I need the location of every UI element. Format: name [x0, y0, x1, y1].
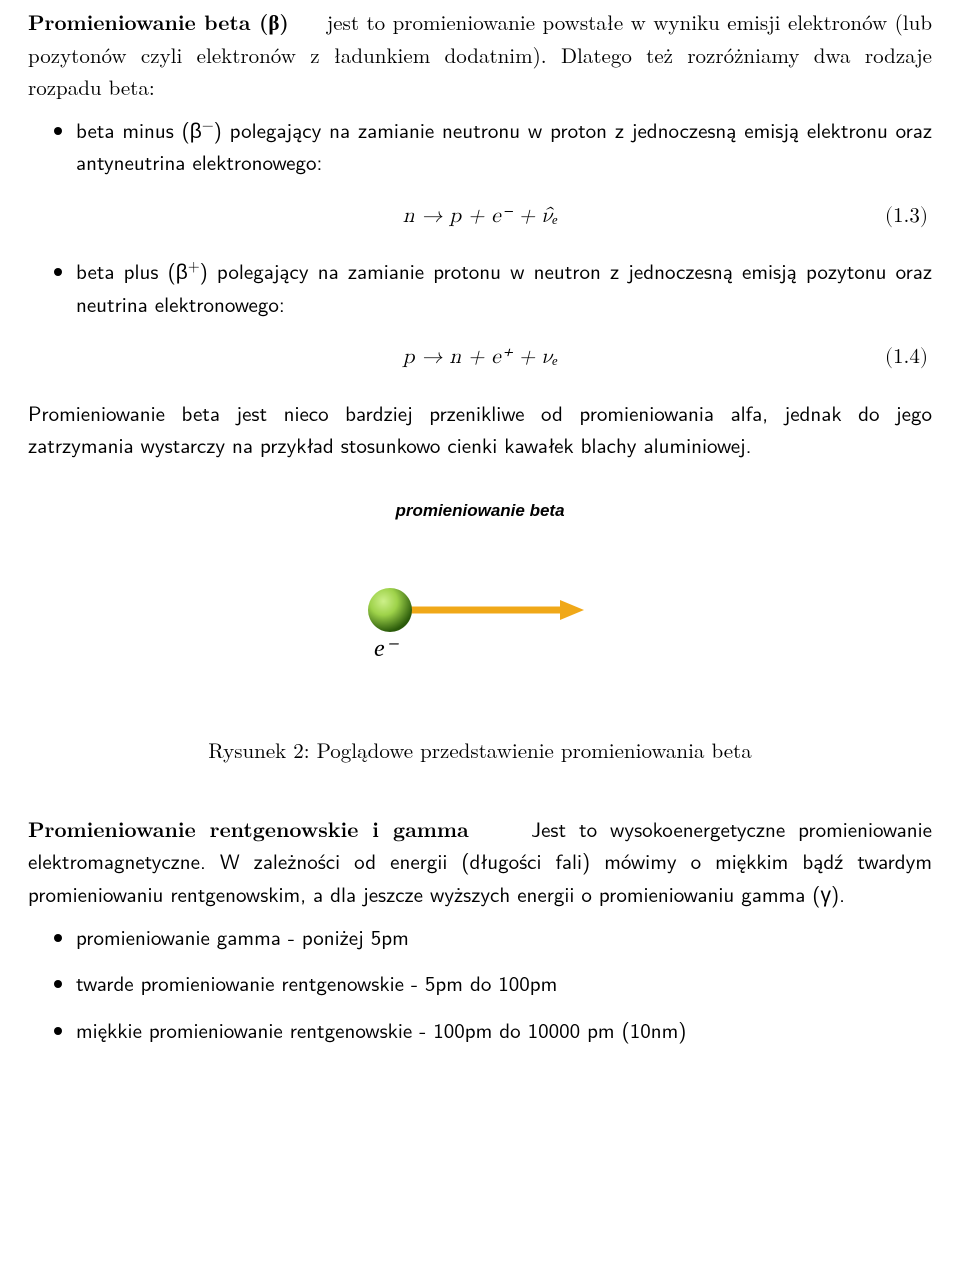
figure-title: promieniowanie beta: [28, 498, 932, 524]
beta-bullet-plus: beta plus (β+) polegający na zamianie pr…: [76, 255, 932, 375]
figure-beta: promieniowanie beta e⁻ Rysunek 2: Pogląd…: [28, 498, 932, 767]
beta-diagram-icon: e⁻: [350, 574, 610, 664]
gamma-bullet-3: miękkie promieniowanie rentgenowskie - 1…: [76, 1014, 932, 1047]
beta-bullet-minus: beta minus (β−) polegający na zamianie n…: [76, 114, 932, 234]
arrow-head: [560, 600, 584, 620]
equation-1-4-number: (1.4): [885, 342, 932, 375]
electron-label: e⁻: [374, 636, 400, 662]
beta-heading: Promieniowanie beta (β): [28, 7, 297, 37]
beta-heading-text: Promieniowanie beta (β): [28, 7, 289, 37]
beta-bullet-minus-text: beta minus (β−) polegający na zamianie n…: [76, 115, 932, 178]
equation-1-4-formula: p → n + e⁺ + νₑ: [76, 342, 885, 375]
equation-1-3: n → p + e⁻ + ν̂ₑ (1.3): [76, 201, 932, 234]
gamma-heading: Promieniowanie rentgenowskie i gamma: [28, 814, 469, 844]
electron-sphere: [368, 588, 412, 632]
equation-1-3-number: (1.3): [885, 201, 932, 234]
gamma-bullet-2: twarde promieniowanie rentgenowskie - 5p…: [76, 967, 932, 1000]
equation-1-4: p → n + e⁺ + νₑ (1.4): [76, 342, 932, 375]
beta-bullet-plus-text: beta plus (β+) polegający na zamianie pr…: [76, 256, 932, 319]
equation-1-3-formula: n → p + e⁻ + ν̂ₑ: [76, 201, 885, 234]
gamma-paragraph: Promieniowanie rentgenowskie i gamma Jes…: [28, 813, 932, 911]
beta-after-paragraph: Promieniowanie beta jest nieco bardziej …: [28, 397, 932, 462]
gamma-bullet-1: promieniowanie gamma - poniżej 5pm: [76, 921, 932, 954]
figure-caption: Rysunek 2: Poglądowe przedstawienie prom…: [28, 734, 932, 767]
beta-bullet-list: beta minus (β−) polegający na zamianie n…: [28, 114, 932, 375]
beta-intro-paragraph: Promieniowanie beta (β) jest to promieni…: [28, 6, 932, 104]
gamma-bullet-list: promieniowanie gamma - poniżej 5pm tward…: [28, 921, 932, 1047]
